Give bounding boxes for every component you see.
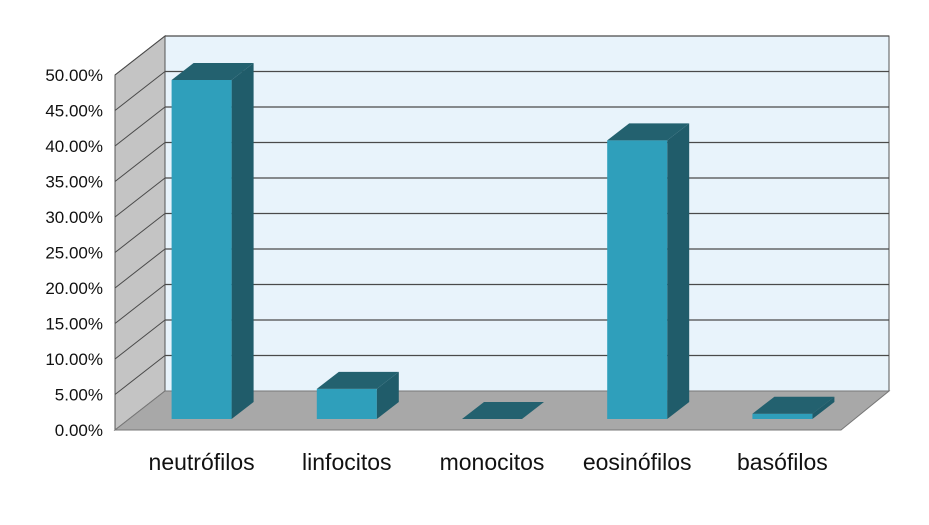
y-tick-label: 45.00% [45, 102, 103, 121]
gridline-side [114, 213, 166, 253]
bar-top [316, 371, 399, 389]
gridline-side [114, 355, 166, 395]
gridline-side [114, 319, 166, 360]
gridline-side [114, 106, 166, 147]
bar [462, 402, 544, 419]
bar-side [667, 123, 690, 419]
y-tick-label: 35.00% [45, 173, 103, 192]
bar [752, 396, 835, 419]
y-axis-tick-labels: 0.00% 5.00% 10.00% 15.00% 20.00% 25.00% 30.00%… [45, 66, 103, 440]
gridline-side [114, 35, 166, 76]
bar [316, 371, 399, 419]
y-tick-label: 5.00% [55, 386, 103, 405]
gridline-side [114, 248, 166, 289]
gridlines [114, 35, 889, 395]
bar-top [462, 402, 544, 419]
y-tick-label: 25.00% [45, 244, 103, 263]
bars [171, 63, 835, 419]
gridline-side [114, 284, 166, 324]
bar-front [171, 80, 232, 419]
x-category-label: linfocitos [302, 449, 391, 475]
x-category-label: monocitos [440, 449, 545, 475]
bar-front [316, 388, 377, 419]
y-tick-label: 10.00% [45, 350, 103, 369]
y-tick-label: 0.00% [55, 421, 103, 440]
y-tick-label: 40.00% [45, 137, 103, 156]
bar-front [752, 413, 813, 419]
bar-top [607, 123, 690, 141]
x-axis-category-labels: neutrófilos linfocitos monocitos eosinófilo… [149, 449, 828, 475]
x-category-label: eosinófilos [583, 449, 692, 475]
y-tick-label: 15.00% [45, 315, 103, 334]
y-tick-label: 30.00% [45, 208, 103, 227]
bar-top [171, 63, 254, 80]
gridline-side [114, 177, 166, 218]
bar-side [812, 396, 835, 419]
y-tick-label: 50.00% [45, 66, 103, 85]
bar-side [231, 63, 254, 419]
x-category-label: basófilos [737, 449, 828, 475]
bar [171, 63, 254, 419]
bar-top [752, 396, 835, 414]
bar-side [376, 371, 399, 419]
gridline-side [114, 142, 166, 182]
bar-front [607, 140, 668, 419]
gridline-side [114, 71, 166, 111]
bar [607, 123, 690, 419]
y-tick-label: 20.00% [45, 279, 103, 298]
x-category-label: neutrófilos [149, 449, 255, 475]
